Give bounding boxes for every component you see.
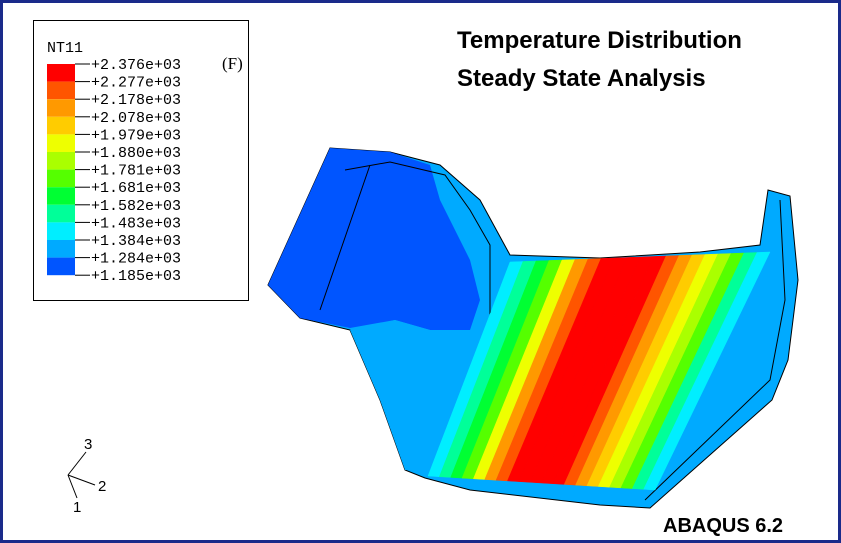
legend-label: +1.781e+03 [91, 163, 181, 180]
legend-swatch [47, 222, 75, 240]
legend-label: +1.185e+03 [91, 268, 181, 285]
triad-label: 3 [84, 436, 92, 453]
legend-label: +2.078e+03 [91, 110, 181, 127]
triad-label: 1 [73, 499, 81, 516]
legend-swatch [47, 170, 75, 188]
legend-label: +2.178e+03 [91, 92, 181, 109]
legend-title: NT11 [47, 40, 83, 57]
legend-label: +1.284e+03 [91, 251, 181, 268]
legend-swatch [47, 205, 75, 223]
triad-label: 2 [98, 478, 106, 495]
legend-swatch [47, 82, 75, 100]
legend-swatch [47, 187, 75, 205]
legend-label: +2.277e+03 [91, 75, 181, 92]
legend-swatch [47, 99, 75, 117]
legend-flag: (F) [222, 54, 243, 73]
legend-label: +1.681e+03 [91, 180, 181, 197]
viewport: NT11 +2.376e+03+2.277e+03+2.178e+03+2.07… [0, 0, 841, 543]
legend-swatch [47, 258, 75, 276]
legend-swatch [47, 117, 75, 135]
legend-swatch [47, 152, 75, 170]
watermark: ABAQUS 6.2 [663, 515, 783, 537]
title-line: Temperature Distribution [457, 27, 742, 54]
title-line: Steady State Analysis [457, 65, 706, 92]
legend-label: +1.483e+03 [91, 215, 181, 232]
legend-label: +1.582e+03 [91, 198, 181, 215]
legend-label: +2.376e+03 [91, 57, 181, 74]
legend-swatch [47, 134, 75, 152]
legend-label: +1.384e+03 [91, 233, 181, 250]
legend-label: +1.979e+03 [91, 127, 181, 144]
legend-swatch [47, 64, 75, 82]
legend-swatch [47, 240, 75, 258]
legend-label: +1.880e+03 [91, 145, 181, 162]
